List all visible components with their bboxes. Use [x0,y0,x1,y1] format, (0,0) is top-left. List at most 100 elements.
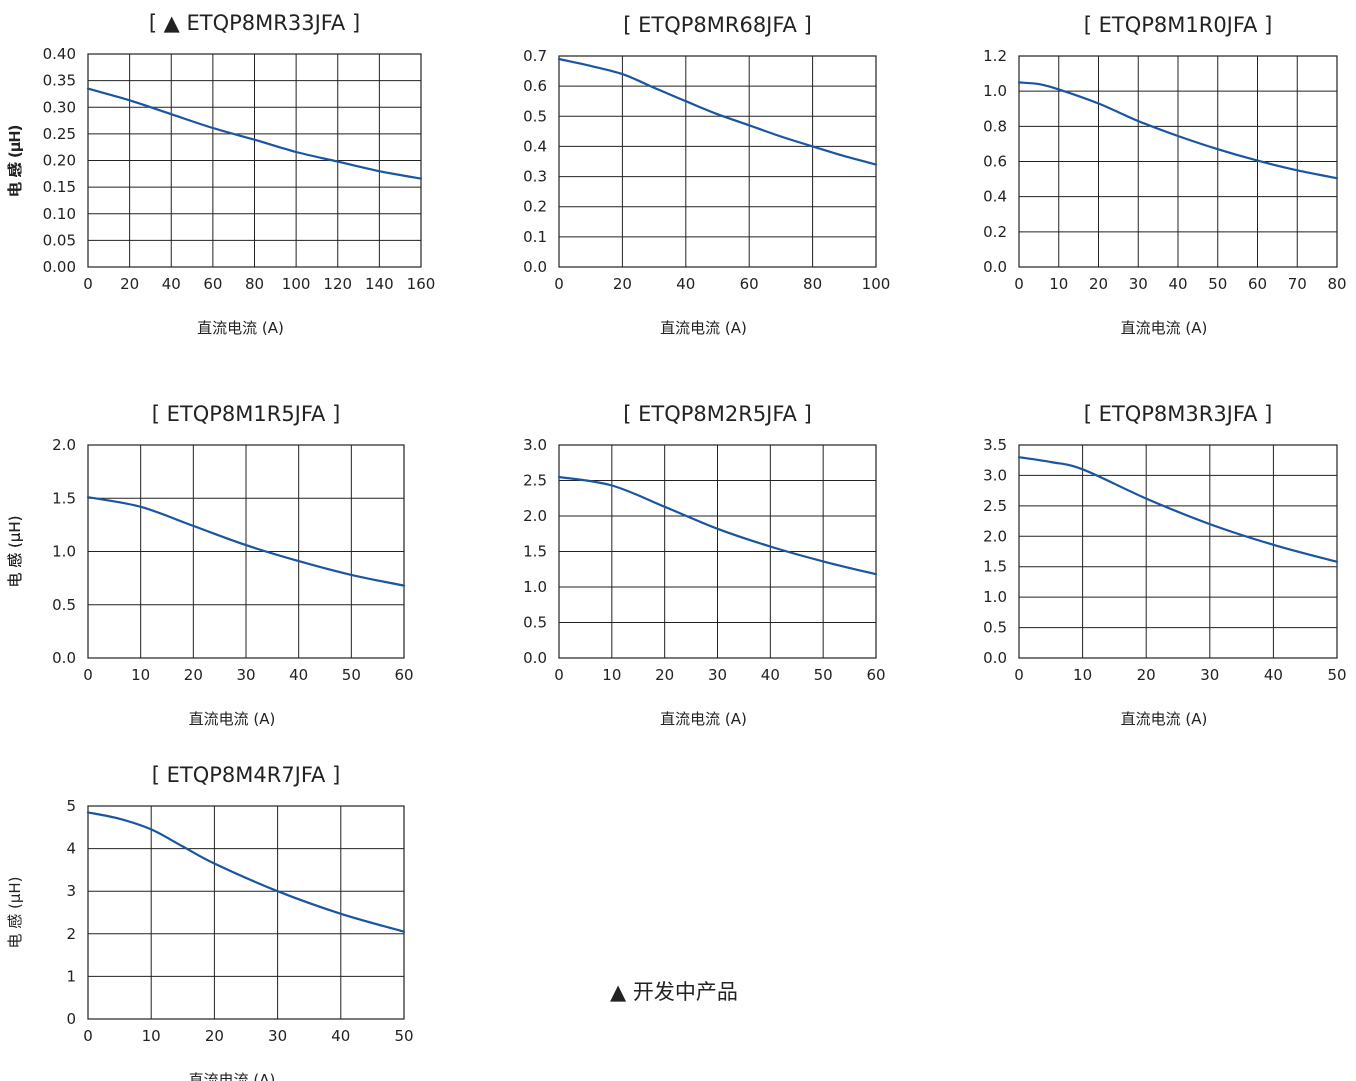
x-tick-label: 0 [554,275,564,293]
x-tick-label: 70 [1288,275,1307,293]
y-tick-label: 1.0 [983,82,1007,100]
x-tick-label: 60 [394,666,413,684]
y-tick-label: 0.5 [983,619,1007,637]
plot-frame [558,55,877,268]
chart-6: [ ETQP8M3R3JFA ] 0 10 20 30 40 50 0.0 0.5 1.0 1.5 2… [6,402,1347,728]
chart-7: [ ETQP8M4R7JFA ] 0 10 20 30 40 50 0 1 2 3 4 5 直流电流 (A… [6,763,414,1081]
plot-frame [558,444,877,659]
y-tick-label: 0.0 [523,258,547,276]
y-tick-label: 0.7 [523,47,547,65]
inductance-series-line [557,57,878,166]
x-axis-label: 直流电流 (A) [189,710,276,728]
x-tick-label: 20 [184,666,203,684]
x-tick-label: 20 [655,666,674,684]
chart-1: [ ▲ ETQP8MR33JFA ] 0 20 40 60 80 100 120 140 160 0… [6,11,435,337]
x-tick-label: 20 [1089,275,1108,293]
y-tick-label: 0 [66,1010,76,1028]
chart-4: [ ETQP8M1R5JFA ] 0 10 20 30 40 50 60 0.0 0.5 1.0 1.… [6,402,414,728]
x-tick-label: 60 [740,275,759,293]
y-tick-label: 1.0 [523,578,547,596]
plot-frame [87,53,422,268]
x-tick-label: 20 [1137,666,1156,684]
y-tick-label: 1.0 [983,588,1007,606]
x-tick-label: 30 [1200,666,1219,684]
y-tick-label: 0.4 [983,188,1007,206]
y-tick-label: 2.0 [52,436,76,454]
x-tick-label: 30 [708,666,727,684]
x-tick-label: 0 [1014,666,1024,684]
y-axis-label: 电 感 (μH) [6,876,24,948]
x-tick-label: 100 [862,275,891,293]
plot-frame [1018,55,1338,268]
chart-5: [ ETQP8M2R5JFA ] 0 10 20 30 40 50 60 0.0 0.5 1.0 1.… [6,402,886,728]
x-tick-label: 40 [676,275,695,293]
x-axis-label: 直流电流 (A) [660,710,747,728]
x-tick-label: 50 [342,666,361,684]
x-tick-label: 10 [1073,666,1092,684]
y-tick-label: 0.05 [43,231,76,249]
chart-title: [ ▲ ETQP8MR33JFA ] [149,11,360,35]
x-axis-label: 直流电流 (A) [197,319,284,337]
y-tick-label: 2.0 [983,527,1007,545]
y-tick-label: 0.5 [523,107,547,125]
x-tick-label: 80 [803,275,822,293]
y-tick-label: 0.5 [523,614,547,632]
y-tick-label: 2.5 [523,472,547,490]
y-tick-label: 1.5 [52,489,76,507]
y-tick-label: 0.4 [523,137,547,155]
y-tick-label: 0.8 [983,117,1007,135]
x-tick-label: 0 [1014,275,1024,293]
inductance-series-line [557,475,878,576]
x-axis-label: 直流电流 (A) [1121,710,1208,728]
y-tick-label: 0.40 [43,45,76,63]
x-tick-label: 0 [83,666,93,684]
y-tick-label: 2 [66,925,76,943]
x-tick-label: 20 [120,275,139,293]
y-tick-label: 0.00 [43,258,76,276]
y-tick-label: 1 [66,967,76,985]
y-tick-label: 4 [66,840,76,858]
chart-2: [ ETQP8MR68JFA ] 0 20 40 60 80 100 0.0 0.1 0.2 0.3… [6,13,890,337]
y-tick-label: 0.0 [983,258,1007,276]
y-tick-label: 0.5 [52,596,76,614]
chart-title: [ ETQP8M2R5JFA ] [623,402,812,426]
y-tick-label: 0.0 [983,649,1007,667]
x-tick-label: 100 [282,275,311,293]
plot-frame [87,444,405,659]
chart-3: [ ETQP8M1R0JFA ]0 10 20 30 40 50 60 70 800.00.20… [6,13,1347,337]
x-tick-label: 40 [162,275,181,293]
plot-frame [87,805,405,1020]
x-tick-label: 0 [554,666,564,684]
inductance-series-line [1017,456,1339,563]
x-tick-label: 40 [1264,666,1283,684]
x-axis-label: 直流电流 (A) [1121,319,1208,337]
y-tick-label: 0.1 [523,228,547,246]
development-note: ▲ 开发中产品 [610,980,738,1004]
x-axis-label: 直流电流 (A) [189,1071,276,1081]
y-tick-label: 0.35 [43,72,76,90]
y-axis-label: 电 感 (μH) [6,125,24,197]
x-tick-label: 50 [814,666,833,684]
inductance-series-line [86,496,406,587]
x-tick-label: 60 [1248,275,1267,293]
y-axis-label: 电 感 (μH) [6,124,24,196]
x-tick-label: 30 [268,1027,287,1045]
y-tick-label: 1.0 [52,543,76,561]
y-tick-label: 1.5 [523,543,547,561]
inductance-series-line [86,811,406,933]
y-tick-label: 3.5 [983,436,1007,454]
y-tick-label: 0.3 [523,168,547,186]
x-tick-label: 50 [1208,275,1227,293]
x-tick-label: 40 [1168,275,1187,293]
inductance-series-line [1017,81,1339,180]
y-tick-label: 5 [66,797,76,815]
y-tick-label: 0.6 [983,153,1007,171]
x-tick-label: 160 [407,275,436,293]
x-tick-label: 0 [83,1027,93,1045]
y-tick-label: 3 [66,882,76,900]
x-tick-label: 0 [83,275,93,293]
y-tick-label: 1.2 [983,47,1007,65]
x-tick-label: 60 [203,275,222,293]
x-tick-label: 10 [131,666,150,684]
y-axis-label: 电 感 (μH) [6,515,24,587]
